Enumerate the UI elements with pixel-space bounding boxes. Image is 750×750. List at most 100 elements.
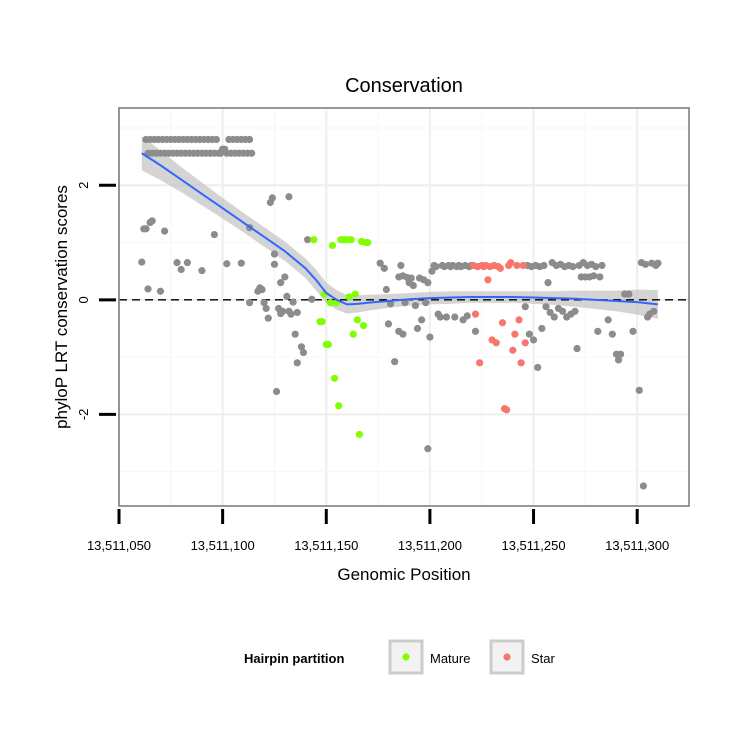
point-other	[604, 316, 612, 324]
y-tick-label: -2	[76, 409, 91, 421]
point-other	[264, 314, 272, 322]
point-mature	[351, 290, 359, 298]
point-other	[248, 149, 256, 157]
point-star	[503, 406, 511, 414]
point-other	[639, 482, 648, 490]
legend-dot-star	[503, 653, 511, 661]
legend-title: Hairpin partition	[244, 651, 344, 666]
point-mature	[328, 241, 337, 250]
point-other	[289, 298, 297, 306]
point-other	[285, 193, 293, 201]
point-star	[509, 346, 517, 354]
point-star	[471, 310, 480, 318]
point-other	[270, 260, 279, 268]
point-other	[550, 313, 558, 321]
point-other	[558, 307, 567, 315]
point-other	[411, 301, 419, 310]
point-other	[237, 259, 245, 267]
point-other	[407, 274, 415, 282]
point-other	[281, 273, 289, 281]
point-other	[596, 273, 604, 281]
point-other	[432, 263, 440, 271]
x-tick-label: 13,511,100	[191, 538, 255, 553]
point-other	[598, 261, 606, 270]
point-other	[436, 313, 444, 321]
point-other	[534, 363, 542, 372]
point-star	[498, 319, 507, 327]
point-other	[283, 292, 291, 301]
point-other	[148, 217, 156, 225]
point-other	[299, 348, 308, 357]
point-other	[422, 299, 430, 307]
point-other	[463, 312, 471, 320]
point-other	[382, 285, 390, 294]
point-other	[156, 287, 165, 295]
point-other	[538, 324, 546, 333]
point-other	[198, 267, 206, 275]
point-other	[177, 265, 185, 274]
point-other	[529, 336, 538, 344]
smooth-layer	[141, 152, 659, 306]
point-star	[492, 339, 500, 347]
legend-label-star: Star	[531, 651, 556, 666]
point-other	[293, 359, 301, 367]
x-tick-label: 13,511,200	[398, 538, 462, 553]
point-other	[590, 272, 598, 280]
point-mature	[355, 430, 364, 439]
point-other	[173, 259, 181, 267]
point-other	[268, 194, 276, 202]
x-axis-title: Genomic Position	[337, 565, 470, 584]
point-star	[496, 264, 504, 272]
loess-smooth-line	[141, 152, 659, 306]
point-other	[569, 263, 577, 271]
points-layer	[138, 135, 662, 490]
point-other	[144, 285, 152, 293]
point-other	[384, 320, 393, 328]
point-other	[272, 387, 281, 396]
point-other	[525, 330, 534, 338]
point-other	[540, 261, 548, 270]
point-other	[287, 310, 295, 318]
point-star	[521, 339, 529, 347]
point-mature	[353, 316, 361, 324]
point-mature	[364, 238, 372, 247]
point-other	[544, 279, 552, 287]
point-other	[424, 445, 432, 453]
point-other	[650, 307, 658, 315]
y-tick-label: 2	[76, 182, 91, 189]
point-other	[617, 350, 625, 358]
y-axis: -2 0 2	[76, 182, 116, 420]
point-star	[507, 259, 515, 267]
x-tick-label: 13,511,050	[87, 538, 151, 553]
point-other	[380, 264, 388, 272]
point-other	[614, 356, 623, 364]
point-other	[245, 299, 254, 307]
point-star	[515, 316, 523, 324]
point-other	[277, 279, 285, 287]
point-other	[291, 330, 299, 338]
point-star	[476, 359, 484, 367]
point-other	[376, 259, 384, 267]
point-mature	[349, 330, 357, 338]
point-other	[386, 300, 395, 308]
point-other	[471, 327, 480, 335]
point-other	[418, 316, 426, 324]
point-other	[521, 303, 529, 311]
point-other	[635, 386, 643, 394]
point-other	[442, 313, 451, 321]
point-other	[210, 230, 218, 239]
legend-item-mature: Mature	[388, 639, 470, 675]
legend: Hairpin partition Mature Star	[244, 639, 556, 675]
series-mature	[310, 236, 372, 439]
point-other	[546, 308, 554, 317]
point-other	[212, 135, 221, 144]
point-star	[517, 359, 525, 367]
point-other	[592, 263, 600, 271]
point-other	[304, 236, 312, 244]
point-other	[142, 225, 150, 233]
series-other	[138, 135, 662, 490]
point-other	[409, 281, 417, 290]
x-tick-label: 13,511,150	[294, 538, 358, 553]
point-star	[513, 261, 521, 270]
